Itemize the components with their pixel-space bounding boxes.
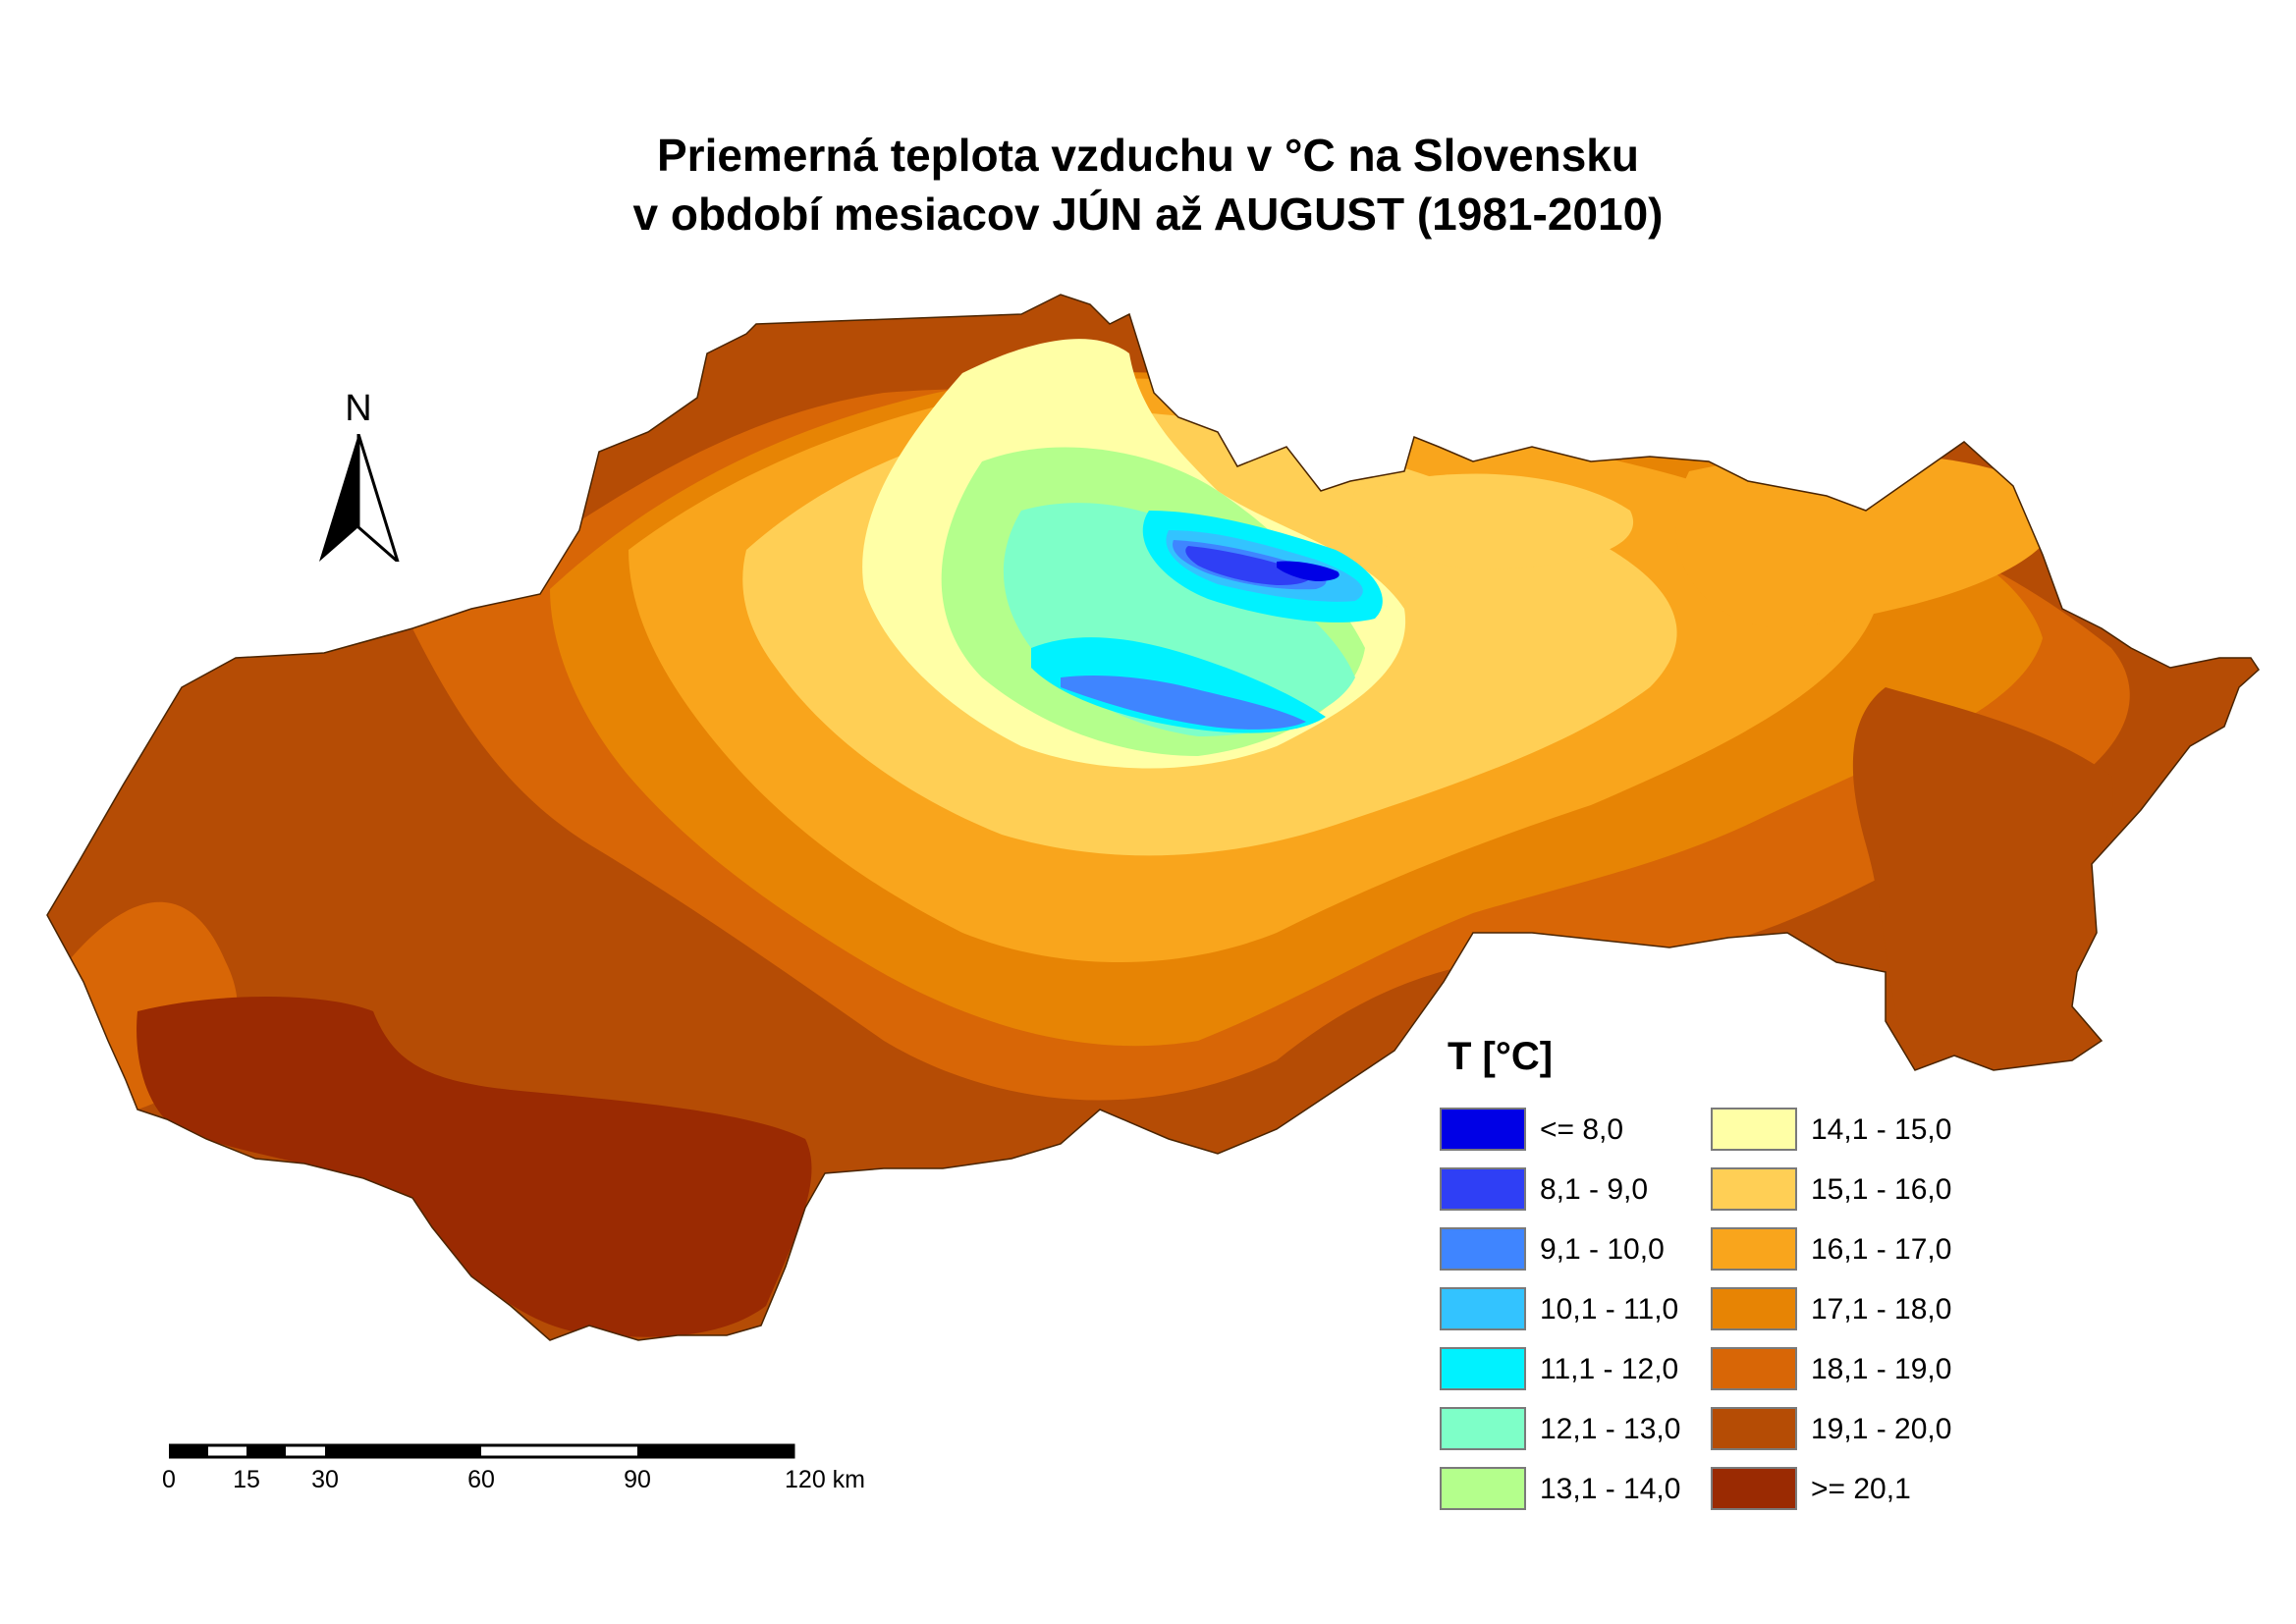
legend-swatch: [1440, 1287, 1526, 1330]
legend-label: 12,1 - 13,0: [1540, 1413, 1681, 1445]
legend-item-17-18: 17,1 - 18,0: [1711, 1287, 2045, 1332]
band-ge-20-south: [137, 997, 812, 1337]
scale-tick-60: 60: [467, 1466, 495, 1493]
legend-item-13-14: 13,1 - 14,0: [1440, 1467, 1774, 1512]
legend-swatch: [1711, 1108, 1797, 1151]
legend-title: T [°C]: [1448, 1035, 1554, 1078]
legend-item-12-13: 12,1 - 13,0: [1440, 1407, 1774, 1452]
legend-swatch: [1711, 1407, 1797, 1450]
legend-swatch: [1711, 1287, 1797, 1330]
legend-swatch: [1711, 1227, 1797, 1271]
legend-item-19-20: 19,1 - 20,0: [1711, 1407, 2045, 1452]
legend-label: 10,1 - 11,0: [1540, 1293, 1679, 1326]
band-9-10-low-tatra: [1061, 676, 1306, 730]
legend-label: 13,1 - 14,0: [1540, 1473, 1681, 1505]
legend-label: 19,1 - 20,0: [1811, 1413, 1952, 1445]
legend-item-le-8: <= 8,0: [1440, 1108, 1774, 1153]
band-le-8: [1277, 561, 1339, 581]
legend-label: >= 20,1: [1811, 1473, 1911, 1505]
scale-bar-graphic: [169, 1443, 795, 1459]
legend-item-15-16: 15,1 - 16,0: [1711, 1167, 2045, 1213]
north-arrow-label: N: [345, 388, 372, 429]
legend-swatch: [1440, 1347, 1526, 1390]
legend-swatch: [1440, 1407, 1526, 1450]
north-arrow: N: [314, 389, 403, 566]
legend-label: <= 8,0: [1540, 1113, 1624, 1146]
legend-item-11-12: 11,1 - 12,0: [1440, 1347, 1774, 1392]
legend-item-8-9: 8,1 - 9,0: [1440, 1167, 1774, 1213]
scale-tick-15: 15: [233, 1466, 260, 1493]
legend-item-18-19: 18,1 - 19,0: [1711, 1347, 2045, 1392]
band-15-16-east: [1351, 473, 1634, 569]
legend-label: 9,1 - 10,0: [1540, 1233, 1665, 1266]
map-title-line-2: v období mesiacov JÚN až AUGUST (1981-20…: [632, 189, 1664, 240]
legend-swatch: [1711, 1167, 1797, 1211]
scale-tick-0: 0: [162, 1466, 176, 1493]
legend-label: 8,1 - 9,0: [1540, 1173, 1649, 1206]
legend-item-10-11: 10,1 - 11,0: [1440, 1287, 1774, 1332]
north-arrow-icon: [319, 434, 400, 562]
legend-label: 18,1 - 19,0: [1811, 1353, 1952, 1385]
scale-tick-90: 90: [624, 1466, 651, 1493]
legend-item-ge-20: >= 20,1: [1711, 1467, 2045, 1512]
map-title: Priemerná teplota vzduchu v °C na Sloven…: [0, 126, 2296, 244]
legend-swatch: [1440, 1108, 1526, 1151]
legend-label: 15,1 - 16,0: [1811, 1173, 1952, 1206]
band-8-9: [1185, 546, 1310, 585]
legend-item-16-17: 16,1 - 17,0: [1711, 1227, 2045, 1272]
legend-label: 11,1 - 12,0: [1540, 1353, 1679, 1385]
legend-swatch: [1440, 1227, 1526, 1271]
legend-swatch: [1711, 1467, 1797, 1510]
band-19-20-east: [1852, 687, 2113, 1065]
legend-swatch: [1440, 1167, 1526, 1211]
legend-item-14-15: 14,1 - 15,0: [1711, 1108, 2045, 1153]
band-16-17-east: [1675, 453, 2062, 628]
legend-label: 16,1 - 17,0: [1811, 1233, 1952, 1266]
scale-tick-30: 30: [311, 1466, 339, 1493]
legend-swatch: [1711, 1347, 1797, 1390]
legend-item-9-10: 9,1 - 10,0: [1440, 1227, 1774, 1272]
legend-label: 17,1 - 18,0: [1811, 1293, 1952, 1326]
legend-label: 14,1 - 15,0: [1811, 1113, 1952, 1146]
legend-swatch: [1440, 1467, 1526, 1510]
scale-tick-120: 120 km: [785, 1466, 865, 1493]
scale-bar: 0 15 30 60 90 120 km: [157, 1439, 903, 1508]
map-title-line-1: Priemerná teplota vzduchu v °C na Sloven…: [656, 130, 1639, 181]
